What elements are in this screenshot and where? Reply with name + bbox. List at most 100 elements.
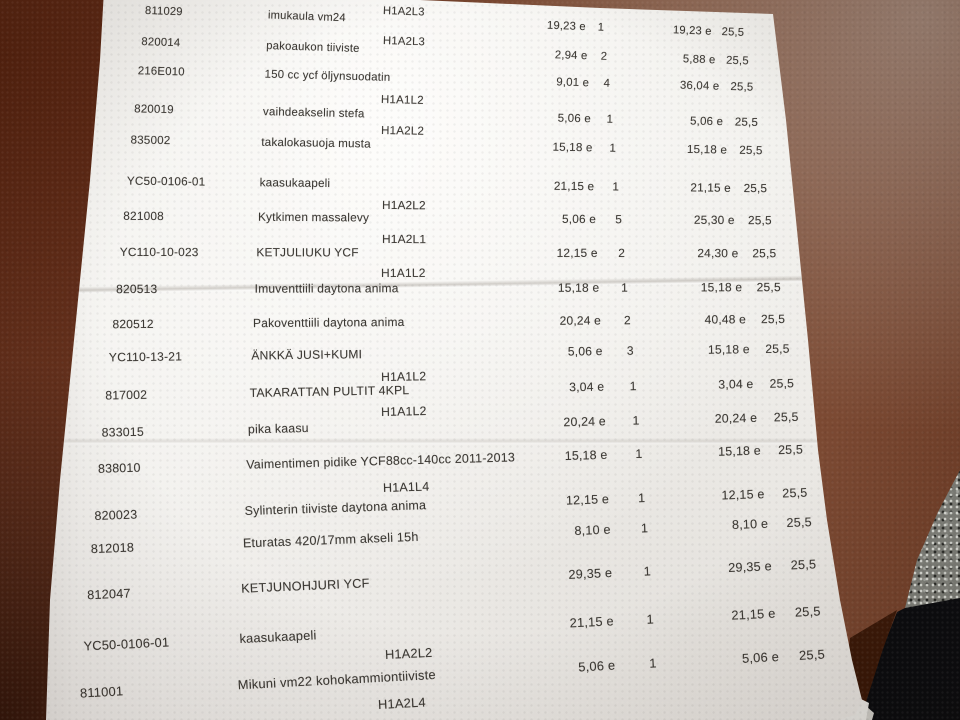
line-total: 15,18 e bbox=[707, 342, 750, 357]
part-code: 216E010 bbox=[137, 65, 185, 79]
quantity-value: 1 bbox=[640, 521, 649, 536]
vat-rate: 25,5 bbox=[786, 515, 813, 531]
unit-price: 5,06 e bbox=[557, 112, 592, 126]
location-code-text: H1A2L3 bbox=[382, 5, 425, 19]
location-code-text: H1A1L2 bbox=[380, 403, 427, 419]
vat-rate: 25,5 bbox=[790, 557, 817, 573]
part-code: 817002 bbox=[105, 387, 148, 403]
vat-rate: 25,5 bbox=[777, 442, 804, 458]
unit-price: 29,35 e bbox=[568, 565, 613, 582]
table-row: YC50-0106-01 kaasukaapeli 21,15 e 1 21,15 e 2… bbox=[0, 173, 960, 198]
location-code: H1A1L2 bbox=[0, 264, 960, 281]
line-total: 21,15 e bbox=[690, 181, 731, 195]
vat-rate: 25,5 bbox=[739, 143, 763, 158]
unit-price: 12,15 e bbox=[565, 492, 610, 508]
location-code-text: H1A2L4 bbox=[377, 694, 427, 712]
unit-price: 15,18 e bbox=[552, 140, 593, 155]
part-description: Kytkimen massalevy bbox=[257, 209, 370, 225]
location-code-text: H1A2L1 bbox=[381, 232, 427, 247]
quantity-value: 1 bbox=[629, 379, 637, 394]
part-description: 150 cc ycf öljynsuodatin bbox=[264, 68, 391, 84]
part-code: 820019 bbox=[134, 103, 174, 117]
unit-price: 9,01 e bbox=[556, 76, 590, 90]
unit-price: 3,04 e bbox=[569, 379, 605, 395]
line-total: 29,35 e bbox=[727, 559, 773, 576]
line-total: 15,18 e bbox=[700, 280, 743, 295]
vat-rate: 25,5 bbox=[794, 603, 821, 620]
location-code-text: H1A2L3 bbox=[382, 35, 426, 49]
part-code: 812018 bbox=[90, 540, 135, 557]
line-total: 21,15 e bbox=[731, 605, 776, 623]
part-code: 811001 bbox=[79, 683, 124, 701]
location-code-text: H1A1L2 bbox=[380, 369, 427, 384]
unit-price: 21,15 e bbox=[553, 179, 595, 194]
part-code: 835002 bbox=[130, 133, 171, 148]
unit-price: 12,15 e bbox=[556, 245, 598, 260]
line-total: 25,30 e bbox=[693, 212, 735, 228]
part-description: Pakoventtiili daytona anima bbox=[252, 314, 405, 331]
vat-rate: 25,5 bbox=[769, 376, 795, 391]
part-description: KETJULIUKU YCF bbox=[256, 245, 359, 260]
quantity-value: 3 bbox=[626, 343, 634, 358]
quantity-value: 1 bbox=[646, 611, 655, 627]
table-row: YC110-10-023 KETJULIUKU YCF 12,15 e 2 24,30 … bbox=[0, 245, 960, 261]
vat-rate: 25,5 bbox=[734, 116, 759, 129]
quantity-value: 1 bbox=[648, 655, 657, 671]
part-description: Eturatas 420/17mm akseli 15h bbox=[242, 529, 419, 551]
line-total: 36,04 e bbox=[679, 79, 720, 93]
vat-rate: 25,5 bbox=[743, 181, 768, 196]
location-code-text: H1A1L2 bbox=[380, 94, 424, 107]
unit-price: 5,06 e bbox=[561, 211, 597, 227]
vat-rate: 25,5 bbox=[752, 246, 777, 261]
quantity-value: 1 bbox=[612, 180, 620, 194]
part-description: Vaimentimen pidike YCF88cc-140cc 2011-20… bbox=[246, 450, 516, 472]
vat-rate: 25,5 bbox=[756, 280, 781, 295]
part-description: vaihdeakselin stefa bbox=[262, 106, 365, 121]
unit-price: 15,18 e bbox=[564, 447, 608, 463]
part-code: 833015 bbox=[101, 424, 145, 440]
part-description: pika kaasu bbox=[247, 420, 309, 437]
line-total: 24,30 e bbox=[697, 246, 739, 261]
vat-rate: 25,5 bbox=[765, 341, 790, 357]
fold-crease bbox=[60, 438, 840, 445]
part-description: takalokasuoja musta bbox=[261, 135, 371, 151]
part-code: YC110-10-023 bbox=[119, 244, 199, 260]
part-code: 812047 bbox=[86, 586, 132, 603]
line-total: 5,06 e bbox=[741, 648, 780, 666]
unit-price: 20,24 e bbox=[559, 313, 602, 328]
unit-price: 8,10 e bbox=[574, 522, 611, 538]
unit-price: 5,06 e bbox=[577, 657, 616, 675]
table-row: 820513 Imuventtiili daytona anima 15,18 e 1… bbox=[0, 280, 960, 297]
line-total: 8,10 e bbox=[731, 516, 769, 533]
location-code-text: H1A2L2 bbox=[384, 644, 433, 662]
part-code: 821008 bbox=[123, 208, 164, 224]
quantity-value: 1 bbox=[637, 490, 646, 506]
part-code: 820512 bbox=[112, 316, 154, 332]
quantity-value: 1 bbox=[621, 280, 629, 295]
part-description: Sylinterin tiiviste daytona anima bbox=[244, 498, 427, 519]
location-code-text: H1A2L2 bbox=[380, 124, 425, 138]
unit-price: 15,18 e bbox=[557, 280, 600, 295]
vat-rate: 25,5 bbox=[747, 213, 772, 228]
quantity-value: 1 bbox=[632, 413, 640, 428]
location-code: H1A2L1 bbox=[0, 231, 960, 247]
vat-rate: 25,5 bbox=[730, 81, 754, 94]
quantity-value: 2 bbox=[618, 245, 626, 260]
line-total: 3,04 e bbox=[718, 376, 754, 392]
line-total: 40,48 e bbox=[704, 312, 747, 327]
part-code: YC110-13-21 bbox=[108, 349, 183, 365]
quantity-value: 2 bbox=[623, 313, 631, 328]
quantity-value: 1 bbox=[643, 564, 652, 579]
part-description: Imuventtiili daytona anima bbox=[254, 281, 399, 296]
quantity-value: 5 bbox=[615, 212, 623, 227]
line-total: 20,24 e bbox=[714, 410, 758, 426]
line-total: 12,15 e bbox=[721, 487, 765, 503]
unit-price: 21,15 e bbox=[569, 613, 615, 631]
unit-price: 5,06 e bbox=[567, 344, 603, 359]
part-description: kaasukaapeli bbox=[259, 176, 331, 191]
part-description: ÄNKKÄ JUSI+KUMI bbox=[251, 347, 363, 363]
unit-price: 20,24 e bbox=[563, 414, 607, 430]
